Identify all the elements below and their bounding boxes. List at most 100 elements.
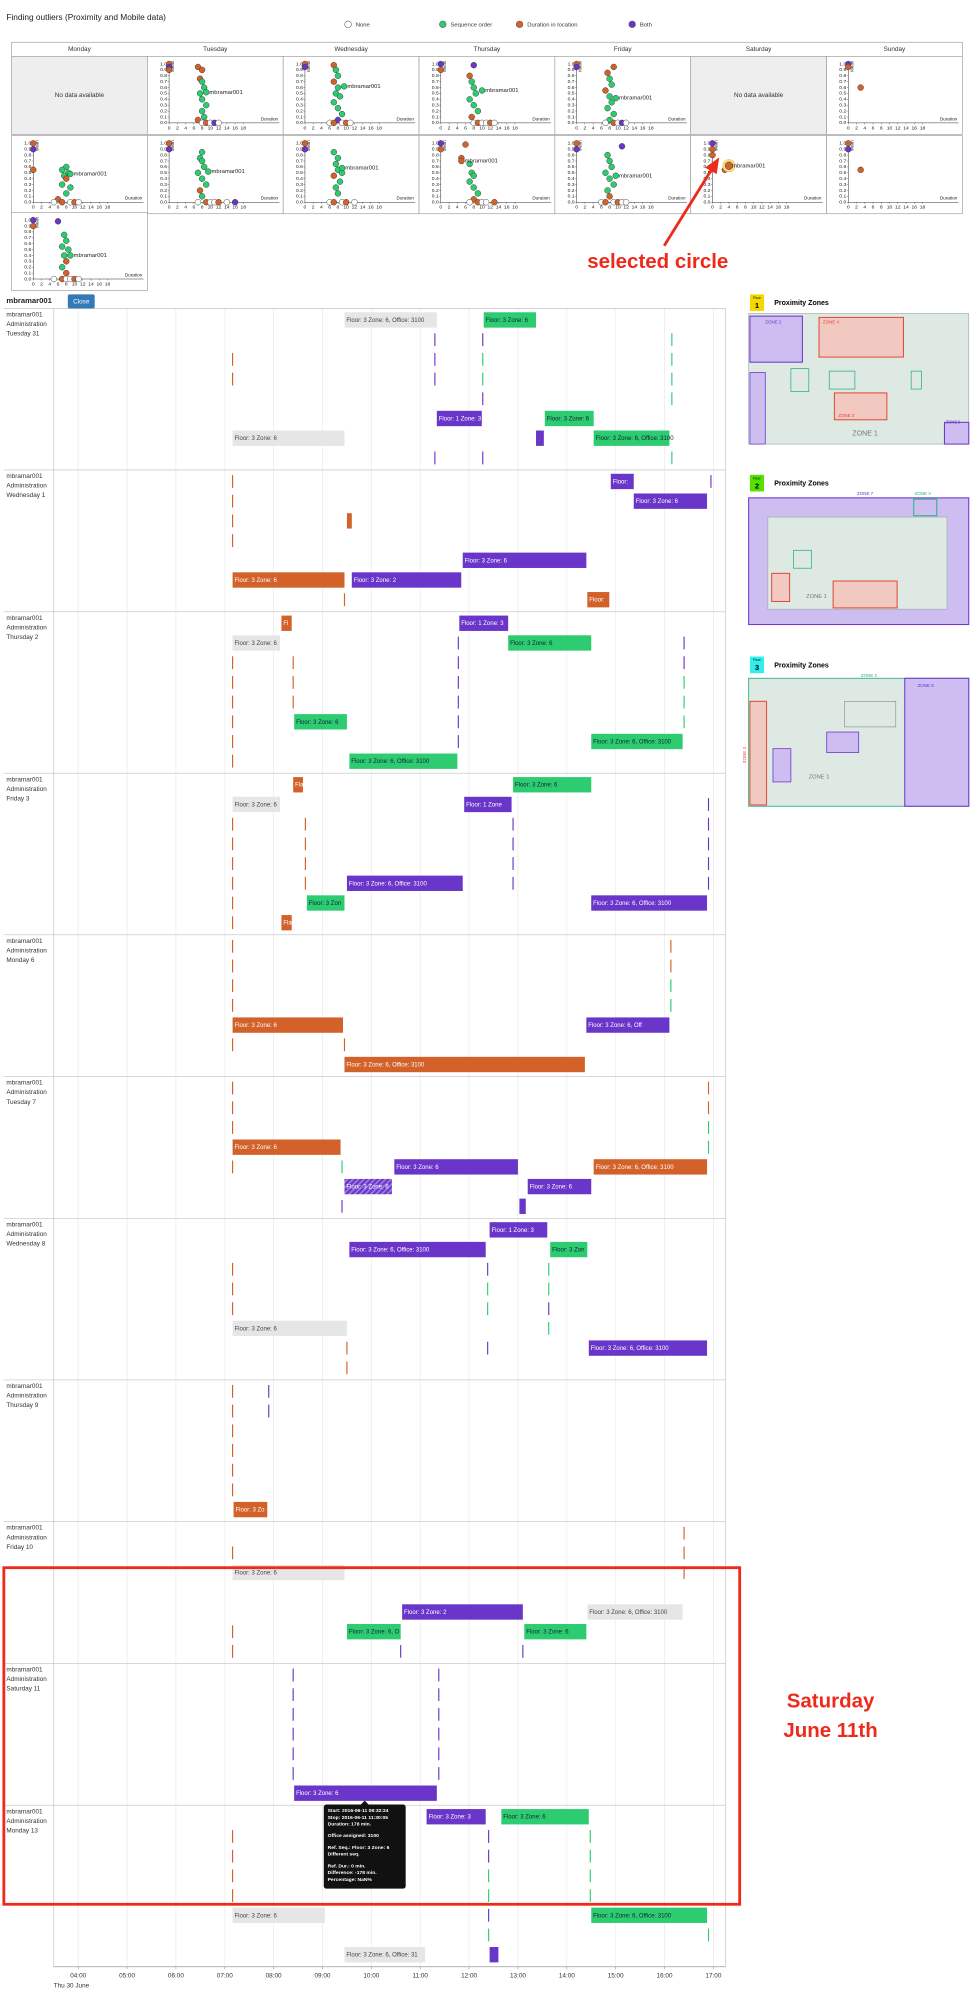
stay-label: Floor: 3 Zone: 6, Office: 3100 — [589, 1610, 668, 1616]
y-tick-label: 0.7 — [839, 79, 846, 85]
x-tick-label: 2 — [583, 205, 586, 211]
day-label: Administration — [6, 1676, 47, 1683]
day-label: Administration — [6, 947, 47, 954]
stay-bar — [588, 1340, 708, 1356]
room — [790, 368, 810, 393]
stay-label: Floor: 3 Zone: 6 — [515, 783, 558, 789]
x-tick-label: 10 — [615, 205, 621, 211]
calendar: Monday Tuesday Wednesday Thursday Friday Satu… — [11, 41, 963, 291]
point — [610, 110, 617, 118]
zone-label: ZONE 2 — [861, 673, 878, 678]
y-tick-label: 0.0 — [296, 200, 303, 206]
y-axis-label: Mean — [306, 60, 311, 71]
point — [330, 99, 337, 106]
y-tick-label: 0.2 — [432, 188, 439, 194]
y-tick-label: 0.8 — [568, 152, 575, 158]
y-tick-label: 0.1 — [839, 194, 846, 200]
point — [67, 252, 74, 259]
point — [608, 99, 615, 106]
x-tick-label: 2 — [583, 125, 586, 131]
x-tick-label: 2 — [176, 125, 179, 131]
stay-label: Floor: 3 Zone: 6, Office: 3100 — [346, 1062, 425, 1068]
x-tick-label: 4 — [48, 205, 51, 211]
point — [622, 119, 630, 127]
point-label: mbramar001 — [619, 96, 652, 102]
x-tick-label: 8 — [472, 205, 475, 211]
point — [602, 119, 609, 127]
stay-label: Floor: 3 Zone: 6 — [636, 499, 679, 505]
x-axis-label: Duration — [261, 196, 279, 201]
x-tick-label: 8 — [201, 125, 204, 131]
y-tick-label: 0.9 — [432, 67, 439, 73]
y-tick-label: 0.9 — [703, 147, 710, 153]
x-tick-label: 14 — [903, 125, 909, 131]
point — [198, 193, 206, 200]
stay-label: Floor: 3 Zon — [309, 901, 341, 907]
y-tick-label: 1.0 — [568, 61, 575, 67]
x-tick-label: 4 — [184, 205, 187, 211]
stay-bar — [349, 1241, 486, 1258]
point — [602, 199, 609, 206]
y-tick-label: 0.0 — [432, 120, 439, 126]
stay-label: Floor: 3 Zone: 6 — [235, 1023, 278, 1029]
room — [828, 370, 856, 390]
timeline: mbramar001 Administration Tuesday 31 Floor:… — [3, 308, 726, 1990]
y-tick-label: 0.8 — [432, 152, 439, 158]
badge-label: Floor — [753, 296, 761, 300]
point — [165, 66, 173, 74]
y-tick-label: 0.0 — [839, 120, 846, 126]
zone-label: ZONE 1 — [806, 594, 827, 600]
arrow-head — [705, 157, 720, 175]
close-button-label[interactable]: Close — [73, 298, 90, 305]
close-button[interactable] — [67, 294, 95, 309]
y-tick-label: 0.6 — [296, 85, 303, 91]
zone — [832, 580, 898, 609]
x-tick-label: 18 — [920, 205, 926, 211]
point — [351, 199, 358, 206]
point — [478, 87, 486, 94]
x-tick-label: 14:00 — [559, 1972, 575, 1979]
y-tick-label: 1.0 — [432, 141, 439, 147]
x-tick-label: 18 — [512, 125, 518, 131]
y-tick-label: 0.0 — [296, 120, 303, 126]
x-tick-label: 07:00 — [217, 1972, 233, 1979]
point — [491, 119, 498, 127]
y-tick-label: 0.0 — [839, 200, 846, 206]
point — [606, 175, 613, 182]
stay-bar — [293, 777, 303, 793]
legend-label: Both — [640, 22, 652, 28]
stay-label: Floor: 3 Zone: 6 — [465, 558, 508, 564]
point — [466, 96, 473, 103]
map-title: Proximity Zones — [774, 481, 829, 488]
x-tick-label: 2 — [40, 205, 43, 211]
x-tick-label: 18 — [920, 125, 926, 131]
x-tick-label: 16 — [232, 125, 238, 131]
day-label: mbramar001 — [6, 1383, 43, 1390]
point — [334, 154, 342, 162]
y-tick-label: 0.3 — [432, 103, 439, 109]
y-tick-label: 1.0 — [160, 61, 167, 67]
y-tick-label: 0.3 — [296, 182, 303, 188]
zone — [772, 748, 792, 783]
x-tick-label: 06:00 — [168, 1972, 184, 1979]
stay-bar — [232, 430, 345, 446]
y-tick-label: 0.2 — [432, 108, 439, 114]
day-label: Administration — [6, 1393, 47, 1400]
y-tick-label: 0.5 — [432, 170, 439, 176]
point — [347, 119, 354, 127]
stay-label: Floor: 3 Zone: 6 — [547, 416, 590, 422]
x-axis-label: Duration — [532, 196, 550, 201]
room — [910, 370, 922, 390]
stay-bar — [351, 572, 462, 588]
x-tick-label: 4 — [592, 205, 595, 211]
point — [50, 199, 58, 206]
point-label: mbramar001 — [485, 88, 518, 94]
y-tick-label: 0.4 — [432, 176, 439, 182]
y-tick-label: 0.9 — [296, 67, 303, 73]
day-label: mbramar001 — [6, 1808, 43, 1815]
x-tick-label: 10 — [208, 205, 214, 211]
tooltip-line: Start: 2016-06-11 08:32:24 — [328, 1808, 389, 1814]
point — [198, 157, 206, 165]
day-label: Thursday 2 — [6, 634, 38, 641]
